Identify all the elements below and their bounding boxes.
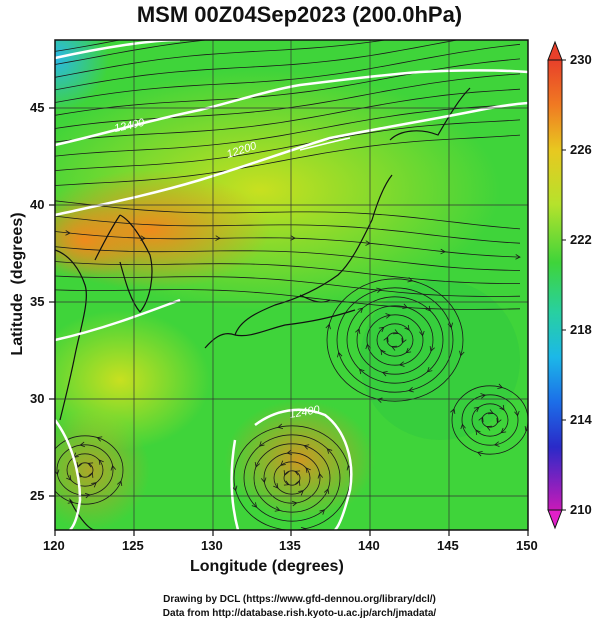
tick-marks bbox=[49, 107, 529, 536]
colorbar-tick-label: 222 bbox=[570, 232, 592, 247]
x-tick-label: 145 bbox=[437, 538, 459, 553]
colorbar-min-arrow bbox=[547, 509, 563, 530]
x-axis-title: Longitude (degrees) bbox=[190, 558, 344, 575]
x-tick-label: 130 bbox=[201, 538, 223, 553]
colorbar-tick-label: 210 bbox=[570, 502, 592, 517]
colorbar-tick-label: 226 bbox=[570, 142, 592, 157]
credit-line-data: Data from http://database.rish.kyoto-u.a… bbox=[162, 608, 437, 619]
colorbar-tick-label: 214 bbox=[570, 412, 592, 427]
colorbar bbox=[547, 40, 566, 530]
contour-label: 12400 bbox=[288, 404, 321, 421]
colorbar-max-arrow bbox=[547, 40, 563, 61]
contours bbox=[53, 38, 529, 531]
colorbar-tick-label: 230 bbox=[570, 52, 592, 67]
x-tick-label: 135 bbox=[279, 538, 301, 553]
x-tick-label: 140 bbox=[358, 538, 380, 553]
coastlines bbox=[55, 87, 471, 530]
y-tick-label: 45 bbox=[30, 100, 45, 115]
map-title: MSM 00Z04Sep2023 (200.0hPa) bbox=[136, 2, 463, 27]
y-tick-label: 40 bbox=[30, 197, 45, 212]
x-tick-label: 150 bbox=[516, 538, 538, 553]
x-tick-label: 120 bbox=[43, 538, 65, 553]
credit-line-drawing: Drawing by DCL (https://www.gfd-dennou.o… bbox=[163, 594, 436, 605]
y-tick-label: 35 bbox=[30, 294, 45, 309]
field-shading bbox=[55, 40, 528, 530]
x-tick-label: 125 bbox=[122, 538, 144, 553]
gridlines bbox=[55, 40, 528, 530]
colorbar-tick-label: 218 bbox=[570, 322, 592, 337]
y-tick-label: 30 bbox=[30, 391, 45, 406]
streamlines bbox=[55, 40, 528, 530]
y-axis-title: Latitude (degrees) bbox=[9, 212, 26, 356]
y-tick-label: 25 bbox=[30, 488, 45, 503]
